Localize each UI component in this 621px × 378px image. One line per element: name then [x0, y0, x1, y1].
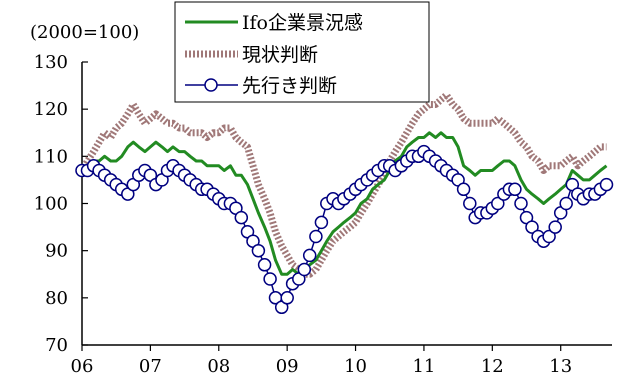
legend-label: 現状判断 [242, 44, 318, 66]
x-tick-label: 07 [139, 356, 162, 377]
y-tick-label: 100 [34, 194, 68, 215]
series-point [548, 220, 562, 234]
x-tick-label: 09 [276, 356, 299, 377]
legend-marker [204, 78, 218, 92]
y-tick-label: 110 [34, 146, 68, 167]
series-point [508, 182, 522, 197]
y-tick-label: 80 [45, 288, 68, 309]
x-axis-ticks: 06 07 08 09 10 11 12 13 [71, 345, 572, 377]
series-point [251, 243, 266, 258]
series-point [514, 196, 528, 211]
series-point [302, 248, 317, 263]
series-point [559, 196, 573, 211]
series-point [309, 229, 323, 244]
y-tick-label: 90 [45, 241, 68, 262]
series-point [463, 196, 477, 211]
series-line-current [78, 91, 607, 278]
x-tick-label: 12 [481, 356, 504, 377]
series-point [257, 258, 272, 272]
series-0 [81, 131, 608, 276]
series-1 [78, 91, 607, 278]
x-tick-label: 13 [549, 356, 572, 377]
plot-area [75, 91, 614, 315]
x-tick-label: 10 [344, 356, 367, 377]
x-tick-label: 08 [207, 356, 230, 377]
series-point [542, 229, 556, 244]
y-axis-unit-label: (2000=100) [30, 22, 139, 43]
series-line-ifo [81, 131, 608, 276]
legend-label: 先行き判断 [242, 75, 337, 97]
series-2 [75, 144, 614, 315]
y-tick-label: 70 [45, 335, 68, 356]
x-tick-label: 06 [71, 356, 94, 377]
y-tick-label: 120 [34, 99, 68, 120]
series-point [314, 215, 329, 230]
y-tick-label: 130 [34, 52, 68, 73]
series-point [234, 210, 249, 225]
series-point [599, 177, 614, 192]
series-point [491, 196, 505, 211]
legend-label: Ifo企業景況感 [242, 12, 363, 34]
series-point [525, 220, 539, 234]
x-tick-label: 11 [412, 356, 435, 377]
series-point [297, 262, 312, 277]
series-point [263, 272, 277, 286]
series-point [280, 291, 294, 305]
series-point [456, 182, 471, 197]
y-axis-ticks: 70 80 90 100 110 120 130 [34, 52, 88, 356]
